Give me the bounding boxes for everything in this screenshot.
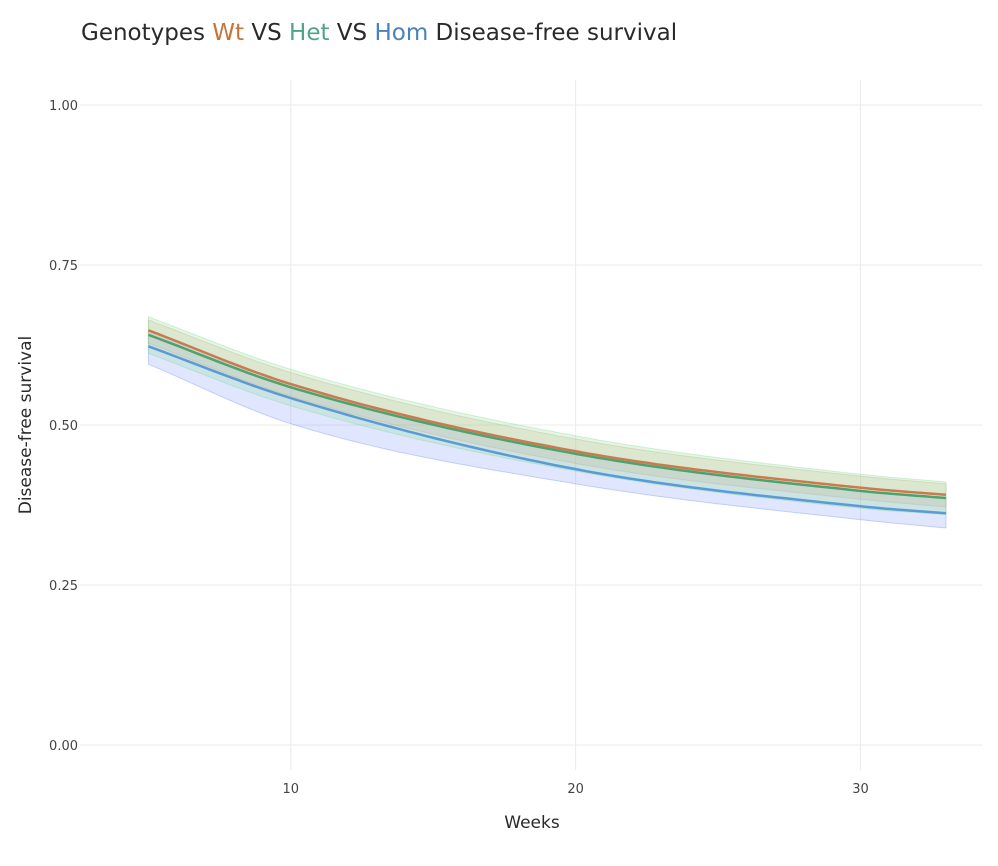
y-tick-label: 0.75 bbox=[49, 259, 78, 274]
title-part: VS bbox=[329, 20, 375, 46]
x-axis-label: Weeks bbox=[504, 813, 560, 833]
survival-lines bbox=[147, 329, 947, 515]
x-tick-label: 20 bbox=[567, 782, 584, 797]
line-wt[interactable] bbox=[147, 329, 947, 497]
confidence-bands bbox=[147, 316, 947, 529]
y-tick-label: 0.50 bbox=[49, 419, 78, 434]
grid bbox=[80, 80, 983, 770]
title-part: Genotypes bbox=[81, 20, 213, 46]
title-part: Disease-free survival bbox=[428, 20, 678, 46]
line-hom[interactable] bbox=[147, 345, 947, 515]
band-het bbox=[147, 316, 947, 516]
y-tick-label: 0.25 bbox=[49, 579, 78, 594]
y-tick-label: 0.00 bbox=[49, 739, 78, 754]
title-part: VS bbox=[244, 20, 290, 46]
title-part: Wt bbox=[212, 20, 245, 46]
x-tick-labels: 10 20 30 bbox=[283, 782, 869, 797]
y-axis-label: Disease-free survival bbox=[16, 336, 36, 515]
title-part: Hom bbox=[374, 20, 429, 46]
line-het[interactable] bbox=[147, 333, 947, 500]
y-tick-labels: 0.00 0.25 0.50 0.75 1.00 bbox=[49, 99, 78, 754]
x-tick-label: 10 bbox=[283, 782, 300, 797]
x-tick-label: 30 bbox=[852, 782, 869, 797]
y-tick-label: 1.00 bbox=[49, 99, 78, 114]
chart-title: Genotypes Wt VS Het VS Hom Disease-free … bbox=[81, 20, 677, 46]
title-part: Het bbox=[289, 20, 330, 46]
